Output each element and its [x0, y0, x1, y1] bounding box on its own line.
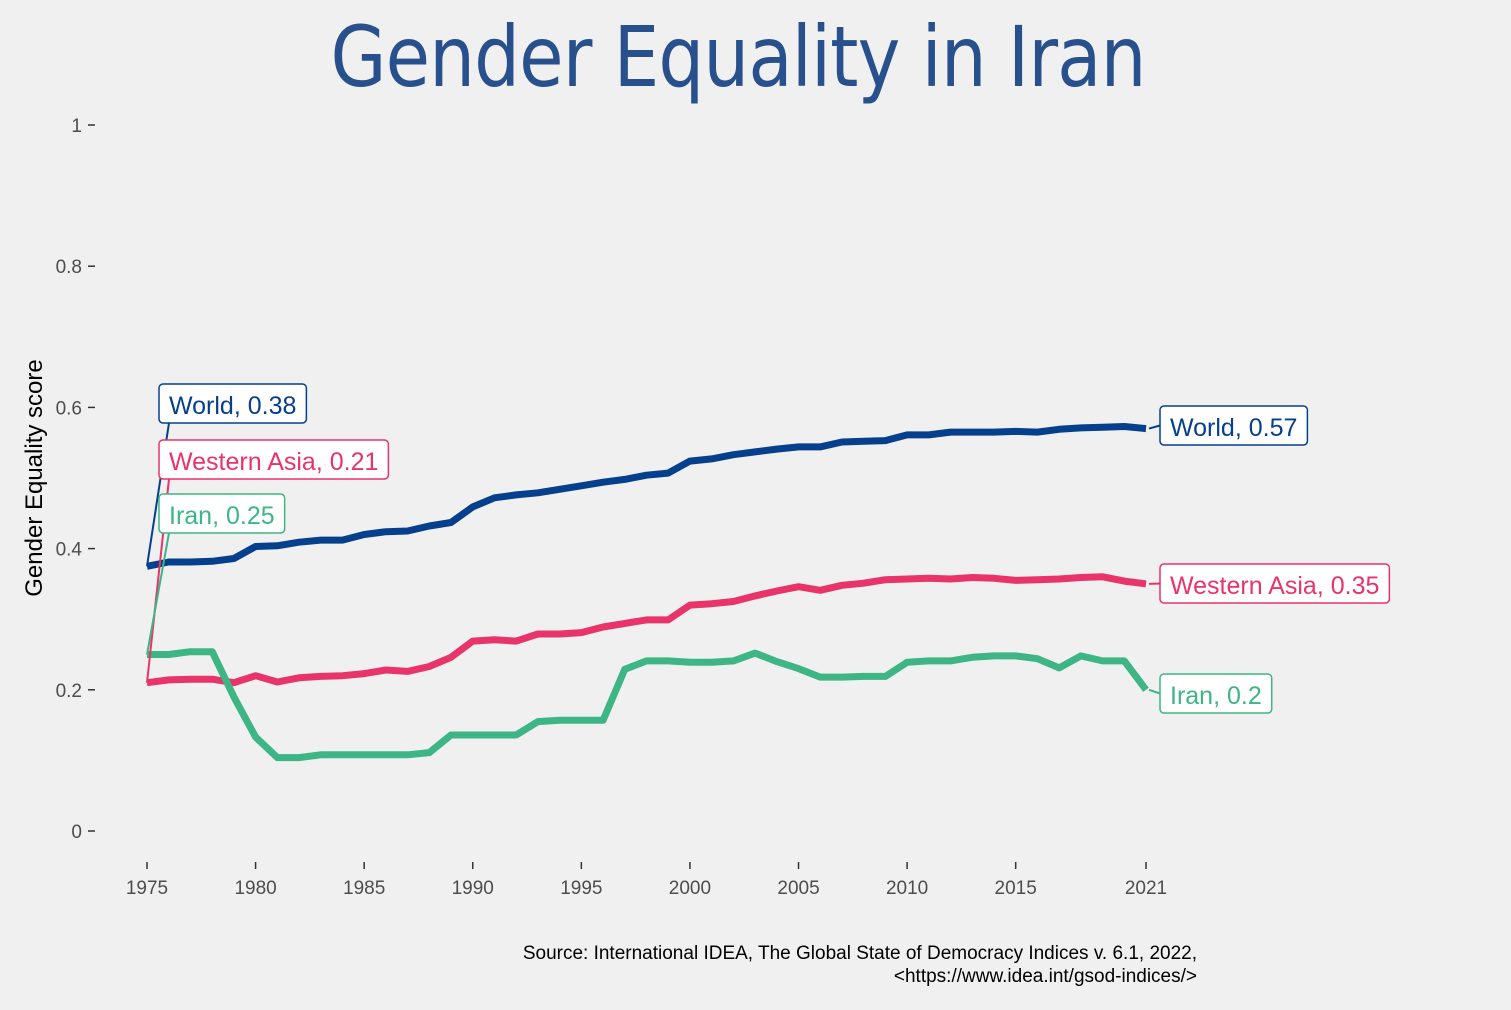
- x-tick-label: 2021: [1125, 878, 1167, 899]
- start-label-western-asia-text: Western Asia, 0.21: [169, 448, 378, 476]
- x-tick-label: 2000: [669, 878, 711, 899]
- series-line-iran: [147, 648, 1149, 762]
- y-tick-label: 0.2: [56, 681, 82, 702]
- end-label-iran-connector: [1148, 688, 1161, 695]
- x-tick-label: 1990: [452, 878, 494, 899]
- chart-title: Gender Equality in Iran: [330, 8, 1146, 106]
- source-line-2: <https://www.idea.int/gsod-indices/>: [893, 966, 1197, 987]
- x-tick-label: 1985: [343, 878, 385, 899]
- series-line-western-asia: [146, 573, 1147, 687]
- end-label-western-asia-text: Western Asia, 0.35: [1170, 572, 1379, 600]
- start-label-western-asia-box: [158, 439, 390, 480]
- end-label-world: World, 0.57: [1148, 405, 1309, 446]
- source-line-1: Source: International IDEA, The Global S…: [522, 943, 1197, 964]
- start-label-world-box: [158, 383, 308, 424]
- start-label-iran: Iran, 0.25: [146, 493, 286, 655]
- start-label-iran-connector: [146, 532, 170, 655]
- end-label-iran: Iran, 0.2: [1148, 673, 1273, 714]
- y-tick-label: 0.4: [56, 540, 83, 561]
- end-label-western-asia-box: [1159, 563, 1391, 604]
- x-tick-label: 2005: [777, 878, 819, 899]
- y-tick-label: 0.8: [56, 257, 82, 278]
- x-axis: 1975 1980 1985 1990 1995 2000 2005 2010 2015 2021: [126, 862, 1167, 899]
- start-label-world-text: World, 0.38: [169, 392, 296, 420]
- x-tick-label: 1995: [560, 878, 602, 899]
- x-tick-label: 1980: [234, 878, 276, 899]
- end-label-world-text: World, 0.57: [1170, 414, 1297, 442]
- end-label-western-asia: Western Asia, 0.35: [1148, 563, 1391, 604]
- source-note: Source: International IDEA, The Global S…: [523, 942, 1197, 988]
- series-line-world: [146, 423, 1147, 570]
- start-label-world: World, 0.38: [146, 383, 308, 567]
- start-label-iran-text: Iran, 0.25: [169, 502, 275, 530]
- y-axis-title: Gender Equality score: [21, 359, 48, 596]
- y-tick-label: 0.6: [56, 398, 82, 419]
- end-label-iran-text: Iran, 0.2: [1170, 682, 1262, 710]
- x-tick-label: 2015: [995, 878, 1037, 899]
- y-tick-label: 0: [71, 822, 82, 843]
- start-label-iran-box: [158, 493, 286, 534]
- end-label-world-connector: [1148, 424, 1161, 430]
- series-lines: [146, 423, 1149, 762]
- end-label-world-box: [1159, 405, 1309, 446]
- end-label-iran-box: [1159, 673, 1273, 714]
- x-tick-label: 1975: [126, 878, 168, 899]
- series-labels: World, 0.57 Western Asia, 0.35 Iran, 0.2 Wo…: [146, 383, 1391, 714]
- y-axis: 0 0.2 0.4 0.6 0.8 1: [56, 116, 95, 843]
- x-tick-label: 2010: [886, 878, 928, 899]
- y-tick-label: 1: [71, 116, 82, 137]
